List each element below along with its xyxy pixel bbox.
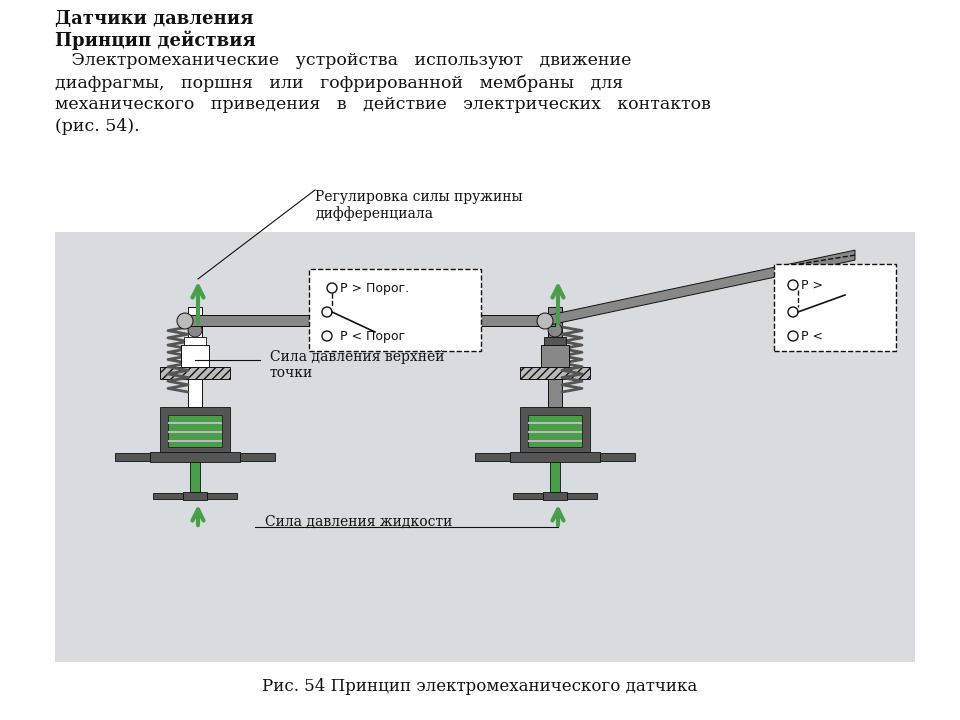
FancyBboxPatch shape [309, 269, 481, 351]
Bar [185, 315, 555, 326]
Bar [168, 440, 222, 442]
Bar [207, 493, 237, 499]
Bar [600, 453, 635, 461]
Circle shape [327, 283, 337, 293]
Circle shape [177, 313, 193, 329]
Text: Регулировка силы пружины
дифференциала: Регулировка силы пружины дифференциала [315, 190, 522, 221]
Text: Рис. 54 Принцип электромеханического датчика: Рис. 54 Принцип электромеханического дат… [262, 678, 698, 695]
Bar [168, 415, 222, 447]
Bar [184, 337, 206, 345]
Text: диафрагмы,   поршня   или   гофрированной   мембраны   для: диафрагмы, поршня или гофрированной мемб… [55, 74, 623, 91]
Text: Сила давления жидкости: Сила давления жидкости [265, 515, 452, 529]
Text: (рис. 54).: (рис. 54). [55, 118, 139, 135]
Circle shape [548, 323, 562, 337]
Bar [548, 307, 562, 407]
Bar [567, 493, 597, 499]
Bar [181, 345, 209, 367]
Circle shape [188, 323, 202, 337]
Circle shape [322, 307, 332, 317]
Text: P < Порог: P < Порог [340, 330, 405, 343]
Circle shape [788, 280, 798, 290]
Bar [550, 462, 560, 492]
Text: Сила давления верхней
точки: Сила давления верхней точки [270, 350, 444, 380]
Bar [150, 452, 240, 462]
Bar [475, 453, 510, 461]
Bar [513, 493, 543, 499]
Polygon shape [545, 250, 855, 326]
Bar [543, 492, 567, 500]
FancyBboxPatch shape [774, 264, 896, 351]
Text: P <: P < [801, 330, 823, 343]
Bar [510, 452, 600, 462]
Text: P >: P > [801, 279, 823, 292]
Bar [160, 407, 230, 452]
Bar [528, 431, 582, 433]
Bar [240, 453, 275, 461]
Circle shape [788, 331, 798, 341]
Bar [528, 440, 582, 442]
Bar [528, 422, 582, 424]
Circle shape [322, 331, 332, 341]
Text: P > Порог.: P > Порог. [340, 282, 409, 294]
Bar [188, 307, 202, 407]
Text: Электромеханические   устройства   используют   движение: Электромеханические устройства использую… [55, 52, 632, 69]
Bar [520, 367, 590, 379]
Circle shape [537, 313, 553, 329]
Bar [55, 232, 915, 662]
Text: Принцип действия: Принцип действия [55, 30, 255, 50]
Bar [520, 407, 590, 452]
Bar [541, 345, 569, 367]
Bar [153, 493, 183, 499]
Bar [183, 492, 207, 500]
Bar [115, 453, 150, 461]
Text: Датчики давления: Датчики давления [55, 10, 253, 28]
Text: механического   приведения   в   действие   электрических   контактов: механического приведения в действие элек… [55, 96, 710, 113]
Bar [528, 415, 582, 447]
Bar [190, 462, 200, 492]
Bar [168, 431, 222, 433]
Circle shape [788, 307, 798, 317]
Bar [544, 337, 566, 345]
Bar [160, 367, 230, 379]
Bar [168, 422, 222, 424]
